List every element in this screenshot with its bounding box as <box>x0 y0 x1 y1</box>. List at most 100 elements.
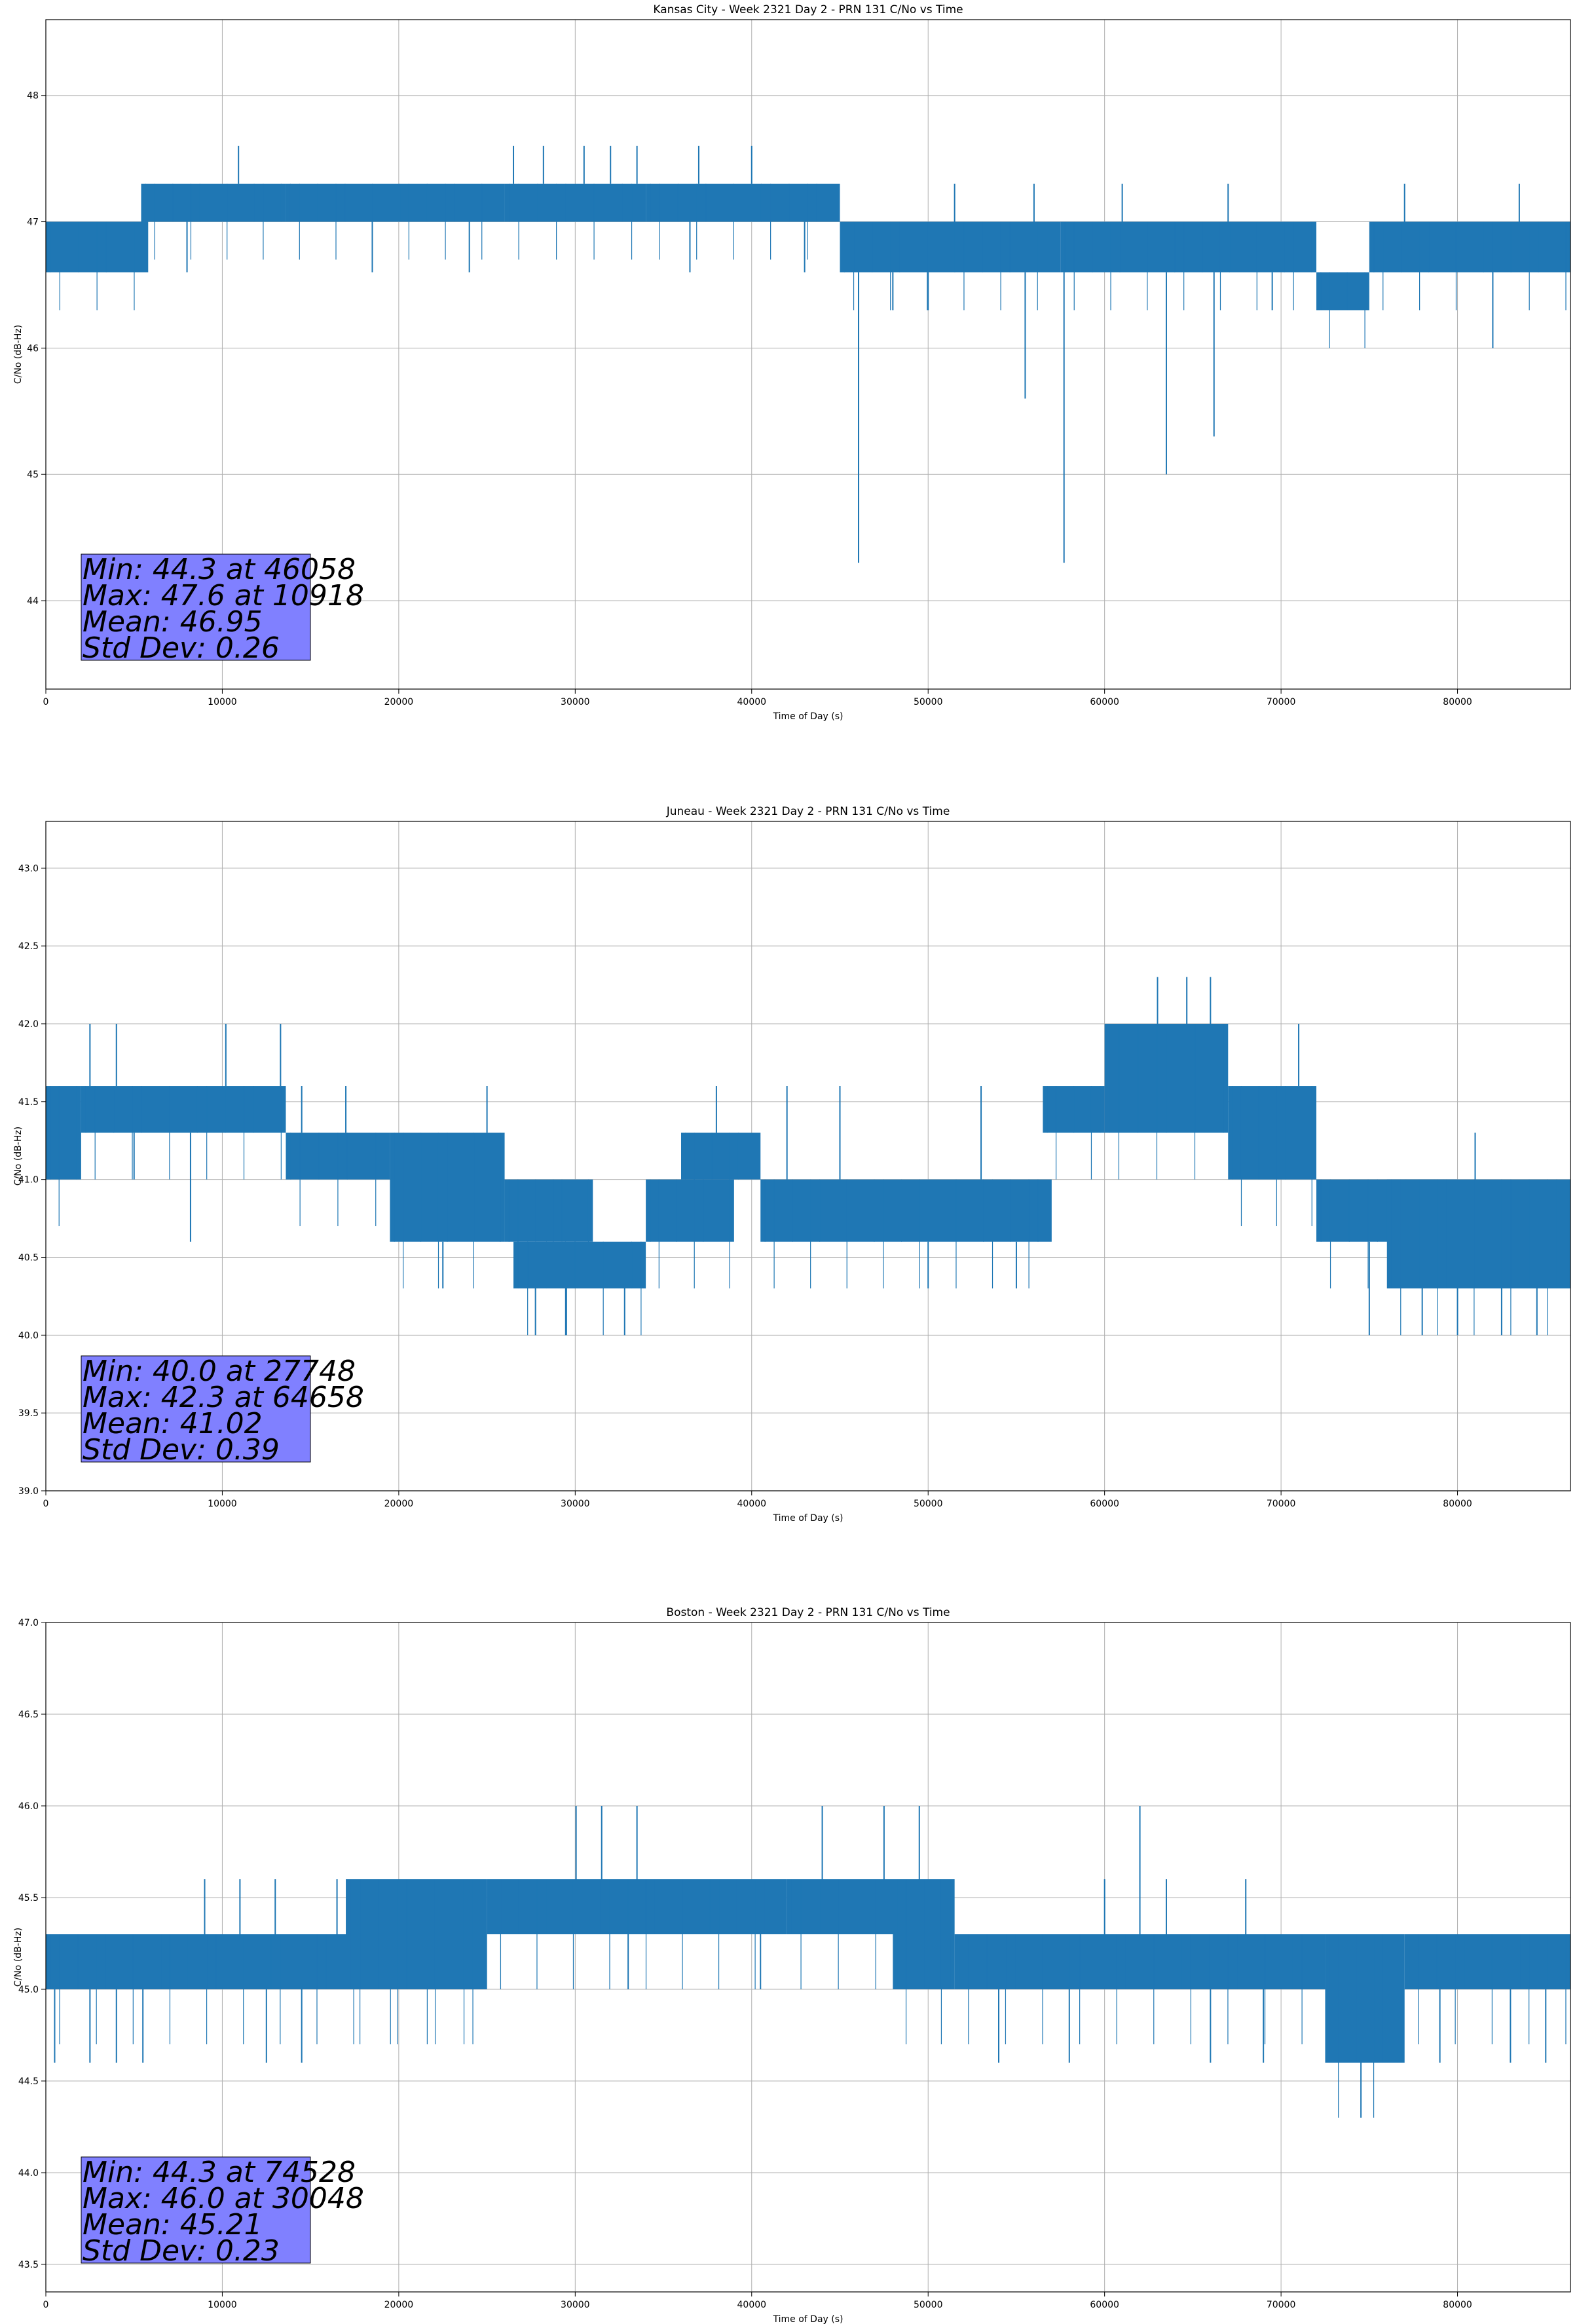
series-band <box>141 183 286 222</box>
y-tick-label: 48 <box>27 91 39 102</box>
stats-line: Max: 47.6 at 10918 <box>83 579 364 612</box>
series-band <box>504 183 646 222</box>
y-tick-label: 43.0 <box>18 863 39 874</box>
stats-box-background <box>81 1355 311 1463</box>
x-tick-label: 40000 <box>737 1499 767 1509</box>
series-band <box>1060 221 1316 272</box>
series-band <box>513 1241 646 1289</box>
y-tick-label: 45.0 <box>18 1985 39 1995</box>
y-tick-label: 46.5 <box>18 1710 39 1720</box>
x-tick-label: 20000 <box>384 2300 414 2310</box>
stats-box-background <box>81 553 311 661</box>
stats-line: Mean: 45.21 <box>83 2208 263 2241</box>
stats-line: Max: 46.0 at 30048 <box>83 2182 364 2215</box>
x-tick-label: 10000 <box>208 697 237 707</box>
x-tick-label: 60000 <box>1090 2300 1119 2310</box>
x-tick-label: 40000 <box>737 697 767 707</box>
x-tick-label: 60000 <box>1090 1499 1119 1509</box>
stats-line: Min: 44.3 at 46058 <box>83 553 356 586</box>
chart-panel-3: 0 10000 20000 30000 40000 50000 60000 70000 8000… <box>13 1606 1571 2324</box>
series-band <box>646 183 840 222</box>
stats-line: Std Dev: 0.26 <box>83 631 280 665</box>
series-band <box>840 221 1061 272</box>
series-band <box>46 1086 81 1180</box>
series-band <box>1386 1179 1570 1289</box>
y-tick-label: 39.5 <box>18 1408 39 1419</box>
axes-frame <box>45 19 1571 690</box>
x-tick-label: 80000 <box>1443 697 1472 707</box>
y-tick-label: 45.5 <box>18 1893 39 1903</box>
y-tick-label: 46.0 <box>18 1801 39 1812</box>
y-tick-label: 47.0 <box>18 1618 39 1628</box>
x-tick-label: 70000 <box>1267 1499 1296 1509</box>
x-tick-label: 70000 <box>1267 2300 1296 2310</box>
x-tick-label: 70000 <box>1267 697 1296 707</box>
chart-panel-1: 0 10000 20000 30000 40000 50000 60000 70000 8000… <box>13 3 1571 722</box>
x-tick-label: 30000 <box>561 697 590 707</box>
stats-line: Mean: 46.95 <box>83 605 263 639</box>
x-tick-label: 20000 <box>384 1499 414 1509</box>
x-tick-label: 40000 <box>737 2300 767 2310</box>
x-tick-label: 50000 <box>914 697 943 707</box>
x-tick-label: 0 <box>43 2300 49 2310</box>
chart-title: Boston - Week 2321 Day 2 - PRN 131 C/No … <box>666 1606 950 1619</box>
x-tick-label: 0 <box>43 697 49 707</box>
x-tick-label: 50000 <box>914 1499 943 1509</box>
y-tick-label: 39.0 <box>18 1486 39 1497</box>
chart-panel-2: 0 10000 20000 30000 40000 50000 60000 70000 8000… <box>13 805 1571 1524</box>
series-band <box>1369 221 1570 272</box>
y-tick-label: 40.5 <box>18 1252 39 1263</box>
x-axis-label: Time of Day (s) <box>773 2314 844 2324</box>
x-tick-label: 30000 <box>561 1499 590 1509</box>
series-band <box>286 183 505 222</box>
y-tick-label: 46 <box>27 343 39 354</box>
axes-frame <box>45 1622 1571 2293</box>
series-band <box>487 1879 787 1934</box>
series-band <box>954 1934 1326 1989</box>
y-tick-label: 47 <box>27 217 39 228</box>
x-tick-label: 10000 <box>208 2300 237 2310</box>
y-tick-label: 44.5 <box>18 2076 39 2087</box>
chart-title: Juneau - Week 2321 Day 2 - PRN 131 C/No … <box>666 805 950 818</box>
y-tick-label: 40.0 <box>18 1330 39 1341</box>
series-band <box>81 1086 286 1133</box>
stats-line: Min: 44.3 at 74528 <box>83 2156 356 2189</box>
y-tick-label: 44.0 <box>18 2168 39 2179</box>
axes-frame <box>45 821 1571 1491</box>
stats-line: Max: 42.3 at 64658 <box>83 1381 364 1414</box>
stats-line: Mean: 41.02 <box>83 1407 263 1440</box>
x-tick-label: 60000 <box>1090 697 1119 707</box>
x-axis-label: Time of Day (s) <box>773 711 844 722</box>
x-tick-label: 80000 <box>1443 1499 1472 1509</box>
y-tick-label: 45 <box>27 470 39 480</box>
series-band <box>1325 1934 1405 2063</box>
chart-title: Kansas City - Week 2321 Day 2 - PRN 131 … <box>653 3 963 16</box>
y-axis-label: C/No (dB-Hz) <box>13 1928 24 1987</box>
x-tick-label: 30000 <box>561 2300 590 2310</box>
y-tick-label: 41.0 <box>18 1175 39 1186</box>
series-band <box>1404 1934 1570 1989</box>
x-tick-label: 0 <box>43 1499 49 1509</box>
x-axis-label: Time of Day (s) <box>773 1513 844 1524</box>
stats-box-background <box>81 2156 311 2264</box>
series-band <box>681 1133 761 1180</box>
y-tick-label: 44 <box>27 596 39 607</box>
y-tick-label: 41.5 <box>18 1097 39 1108</box>
y-tick-label: 42.5 <box>18 941 39 952</box>
y-axis-label: C/No (dB-Hz) <box>13 1127 24 1186</box>
series-band <box>646 1179 734 1242</box>
series-band <box>504 1179 593 1242</box>
series-band <box>346 1879 487 1989</box>
y-axis-label: C/No (dB-Hz) <box>13 325 24 384</box>
x-tick-label: 20000 <box>384 697 414 707</box>
series-band <box>760 1179 1052 1242</box>
series-band <box>1228 1086 1316 1180</box>
stats-line: Min: 40.0 at 27748 <box>83 1355 356 1388</box>
x-tick-label: 50000 <box>914 2300 943 2310</box>
y-tick-label: 42.0 <box>18 1019 39 1030</box>
stats-line: Std Dev: 0.23 <box>83 2234 280 2268</box>
